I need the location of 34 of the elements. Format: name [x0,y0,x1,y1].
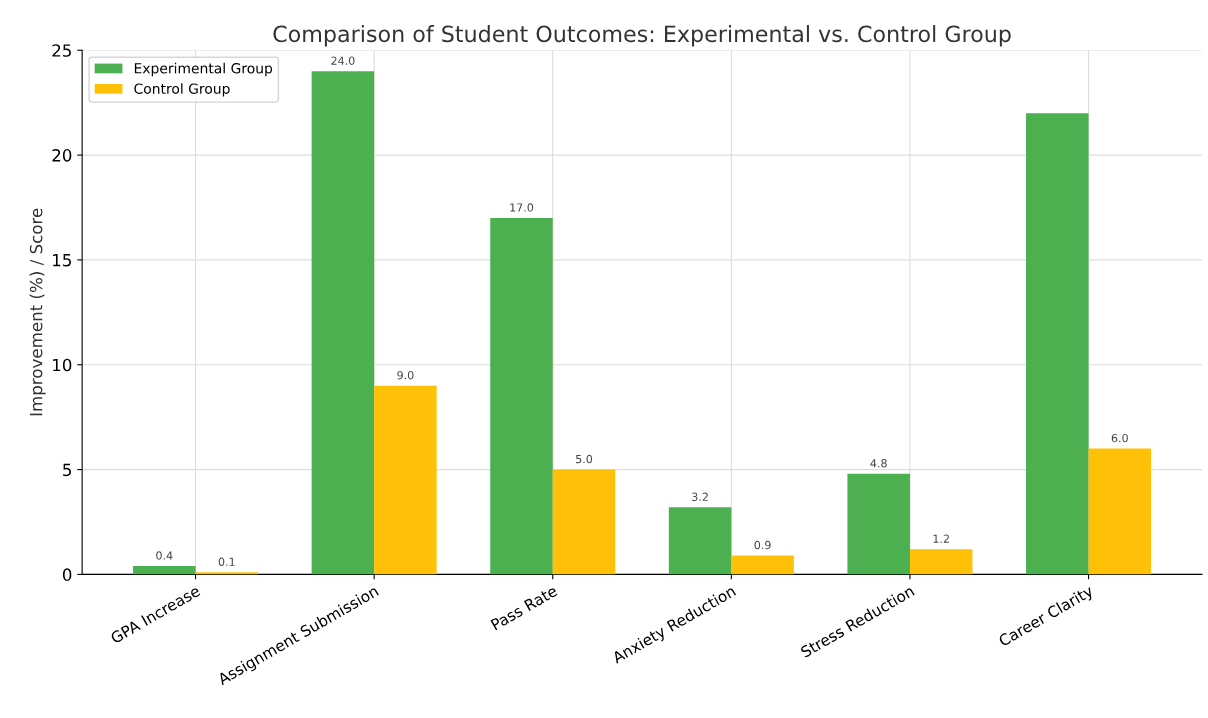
y-tick-label: 5 [63,463,71,477]
bar [1088,448,1152,575]
y-tick-label: 25 [52,44,71,57]
y-tick-label: 0 [62,568,72,581]
x-tick-label: Pass Rate [490,584,558,631]
data-label: 1.2 [933,534,949,543]
data-label: 6.0 [1111,433,1128,443]
legend-label: Experimental Group [134,62,273,77]
data-label: 0.9 [754,540,771,550]
bar [195,572,259,575]
data-label: 9.0 [397,370,414,380]
data-label: 4.8 [870,459,887,468]
data-label: 3.2 [692,492,708,501]
legend-label: Control Group [134,83,230,97]
bar [490,217,553,575]
y-tick-label: 10 [53,358,72,372]
bar [847,473,910,575]
bar [311,71,375,575]
data-label: 24.0 [331,56,355,65]
bar [731,555,794,575]
data-label: 17.0 [510,203,534,212]
bar [1026,113,1089,575]
y-axis-title: Improvement (%) / Score [29,208,46,416]
chart-title: Comparison of Student Outcomes: Experimental vs. Control Group [273,25,1011,47]
bar [552,469,616,575]
y-tick-label: 20 [52,149,72,162]
y-tick-label: 15 [53,254,71,267]
bar [374,385,437,575]
data-label: 0.4 [156,551,173,560]
data-label: 5.0 [576,454,593,464]
data-label: 0.1 [218,557,235,566]
bar [668,507,732,575]
bar [133,566,196,575]
bar [909,549,973,575]
